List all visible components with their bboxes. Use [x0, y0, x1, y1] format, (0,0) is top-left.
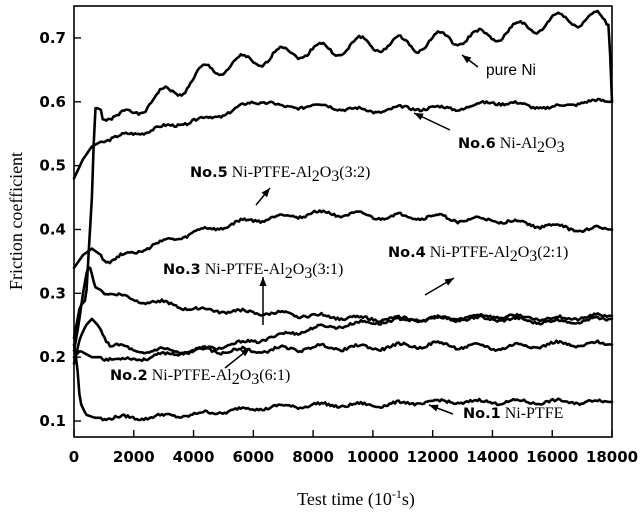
series-line	[72, 266, 614, 353]
series-line	[72, 317, 614, 365]
x-tick-label: 0	[69, 448, 79, 466]
y-tick-label: 0.2	[39, 348, 66, 366]
x-tick-label: 8000	[292, 448, 334, 466]
x-tick-label: 2000	[113, 448, 155, 466]
annotation-no1: No.1 Ni-PTFE	[463, 405, 563, 422]
series-line	[72, 9, 614, 340]
plot-frame	[73, 5, 613, 438]
annotation-pure-ni: pure Ni	[486, 62, 536, 79]
y-tick-label: 0.4	[39, 220, 66, 238]
annotation-no2: No.2 Ni-PTFE-Al2O3(6:1)	[110, 367, 290, 388]
series-layer	[72, 9, 614, 422]
y-tick-label: 0.7	[39, 29, 66, 47]
y-tick-label: 0.5	[39, 157, 66, 175]
axis-ticks: 0 2000 4000 6000 8000 10000 12000 14000 16000 180…	[39, 29, 638, 466]
series-line	[72, 312, 614, 363]
x-tick-label: 18000	[586, 448, 638, 466]
y-axis-title: Friction coefficient	[6, 152, 26, 290]
x-tick-label: 10000	[347, 448, 399, 466]
annotation-labels: pure Ni No.6 Ni-Al2O3 No.5 Ni-PTFE-Al2O3(3…	[110, 62, 568, 422]
annotation-no5: No.5 Ni-PTFE-Al2O3(3:2)	[190, 164, 370, 185]
annotation-no6: No.6 Ni-Al2O3	[458, 135, 565, 156]
annotation-no4: No.4 Ni-PTFE-Al2O3(2:1)	[388, 244, 568, 265]
annotation-arrows	[224, 54, 479, 415]
annotation-no3: No.3 Ni-PTFE-Al2O3(3:1)	[163, 261, 343, 282]
y-tick-label: 0.3	[39, 284, 66, 302]
x-tick-label: 6000	[232, 448, 274, 466]
series-line	[72, 343, 614, 422]
arrow-pure-ni-head	[462, 55, 472, 64]
y-tick-label: 0.6	[39, 93, 66, 111]
x-axis-title: Test time (10-1s)	[297, 487, 415, 510]
x-tick-label: 14000	[466, 448, 518, 466]
arrow-no5-head	[261, 188, 270, 198]
arrow-no1-head	[429, 404, 439, 412]
x-tick-label: 12000	[407, 448, 459, 466]
arrow-no6-head	[414, 113, 424, 121]
arrow-no3-head	[259, 277, 267, 286]
x-tick-label: 4000	[173, 448, 215, 466]
arrow-no2-head	[240, 348, 250, 357]
arrow-no4-head	[444, 278, 454, 286]
x-tick-label: 16000	[526, 448, 578, 466]
series-line	[72, 209, 614, 270]
series-line	[72, 97, 614, 180]
y-tick-label: 0.1	[39, 412, 66, 430]
